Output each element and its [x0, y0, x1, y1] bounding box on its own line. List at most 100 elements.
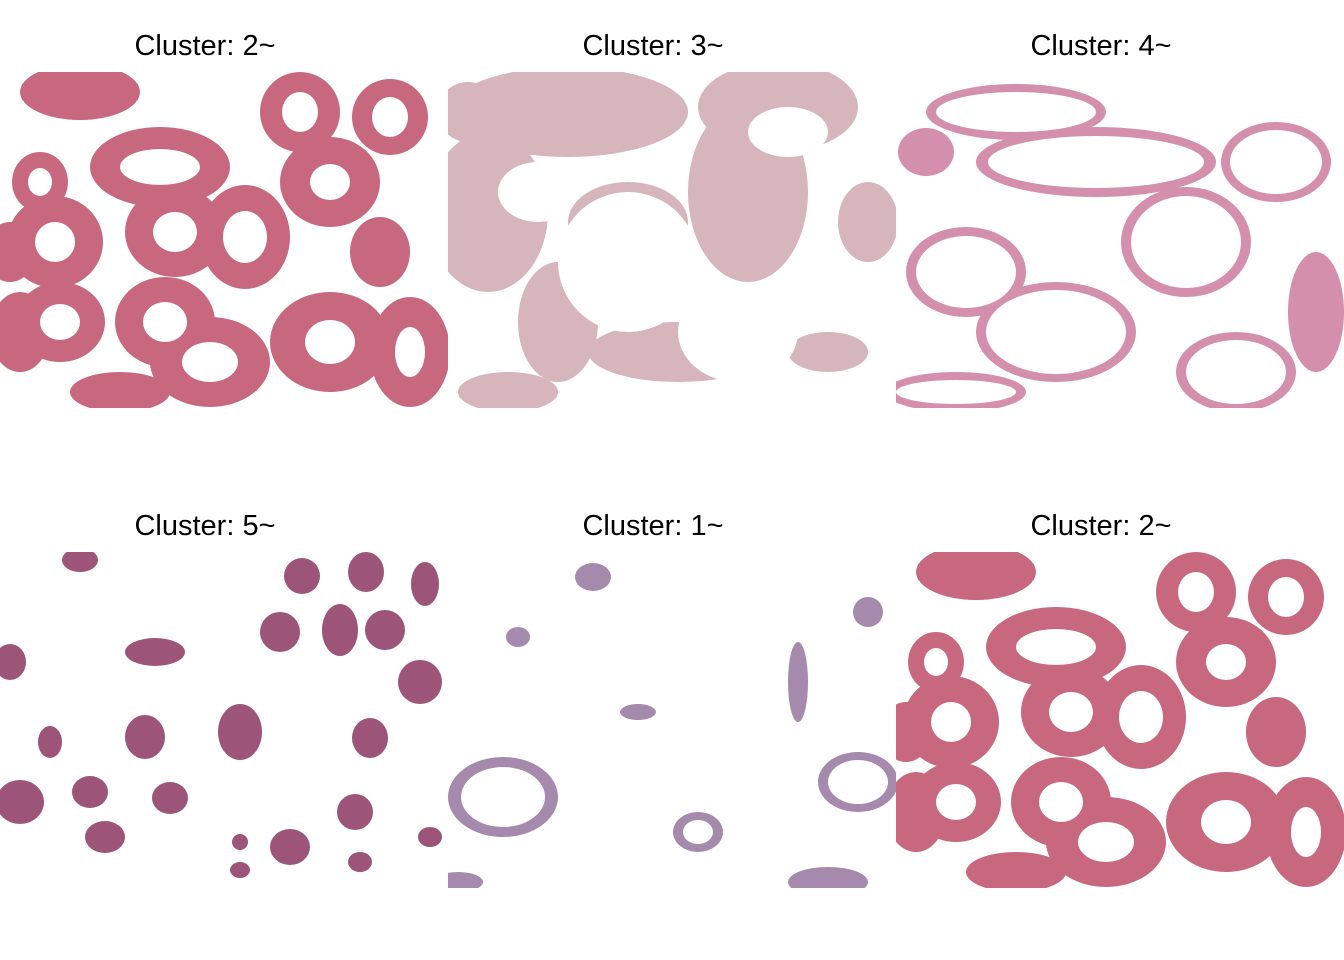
tissue-region — [337, 794, 373, 830]
tissue-region — [853, 597, 883, 627]
lumen-region — [1230, 130, 1322, 194]
cluster-panel: Cluster: 5~ — [0, 480, 448, 960]
lumen-region — [40, 304, 80, 340]
tissue-region — [966, 852, 1066, 888]
tissue-region — [152, 782, 188, 814]
lumen-region — [988, 136, 1204, 188]
lumen-region — [1178, 572, 1214, 612]
cluster-mask-image — [896, 72, 1344, 408]
panel-title: Cluster: 5~ — [134, 510, 276, 542]
panel-title: Cluster: 3~ — [582, 30, 724, 62]
tissue-region — [896, 772, 946, 852]
lumen-region — [182, 342, 238, 382]
tissue-region — [0, 222, 35, 282]
tissue-region — [284, 558, 320, 594]
mask-svg — [0, 72, 448, 408]
tissue-region — [322, 604, 358, 656]
lumen-region — [1186, 340, 1286, 404]
lumen-region — [282, 92, 318, 132]
tissue-region — [0, 644, 26, 680]
panel-title: Cluster: 1~ — [582, 510, 724, 542]
tissue-region — [230, 862, 250, 878]
lumen-region — [28, 168, 52, 196]
tissue-region — [20, 72, 140, 120]
tissue-region — [365, 610, 405, 650]
tissue-region — [838, 182, 896, 262]
lumen-region — [678, 282, 798, 382]
lumen-region — [1201, 800, 1251, 844]
cluster-panel: Cluster: 1~ — [448, 480, 896, 960]
tissue-region — [448, 872, 483, 888]
tissue-region — [0, 780, 44, 824]
tissue-region — [788, 642, 808, 722]
lumen-region — [1049, 692, 1093, 732]
lumen-region — [153, 212, 197, 252]
panel-title: Cluster: 2~ — [134, 30, 276, 62]
lumen-region — [828, 760, 888, 804]
tissue-region — [458, 372, 558, 408]
mask-svg — [896, 72, 1344, 408]
tissue-region — [898, 128, 954, 176]
tissue-region — [62, 552, 98, 572]
tissue-region — [418, 827, 442, 847]
cluster-panel: Cluster: 4~ — [896, 0, 1344, 480]
lumen-region — [748, 107, 828, 157]
lumen-region — [120, 149, 200, 185]
lumen-region — [498, 162, 578, 222]
tissue-region — [620, 704, 656, 720]
cluster-mask-image — [448, 552, 896, 888]
cluster-panel: Cluster: 3~ — [448, 0, 896, 480]
cluster-panel: Cluster: 2~ — [0, 0, 448, 480]
lumen-region — [936, 784, 976, 820]
tissue-region — [348, 852, 372, 872]
tissue-region — [506, 627, 530, 647]
lumen-region — [310, 164, 350, 200]
tissue-region — [788, 867, 868, 888]
tissue-region — [448, 72, 688, 157]
tissue-region — [0, 292, 50, 372]
mask-svg — [448, 72, 896, 408]
tissue-region — [232, 834, 248, 850]
lumen-region — [936, 92, 1096, 132]
tissue-region — [70, 372, 170, 408]
tissue-region — [350, 217, 410, 287]
lumen-region — [1268, 577, 1304, 617]
lumen-region — [1291, 807, 1321, 857]
lumen-region — [896, 380, 1016, 404]
tissue-region — [218, 704, 262, 760]
tissue-region — [575, 563, 611, 591]
mask-background — [448, 552, 896, 888]
lumen-region — [931, 702, 971, 742]
tissue-region — [38, 726, 62, 758]
lumen-region — [461, 767, 545, 827]
lumen-region — [986, 290, 1126, 374]
cluster-mask-image — [448, 72, 896, 408]
lumen-region — [223, 211, 267, 263]
lumen-region — [305, 320, 355, 364]
lumen-region — [558, 192, 698, 332]
lumen-region — [35, 222, 75, 262]
lumen-region — [1016, 629, 1096, 665]
lumen-region — [1131, 196, 1241, 288]
tissue-region — [448, 82, 498, 142]
lumen-region — [916, 236, 1016, 308]
tissue-region — [125, 715, 165, 759]
lumen-region — [683, 820, 713, 844]
cluster-mask-image — [0, 72, 448, 408]
tissue-region — [352, 718, 388, 758]
tissue-region — [72, 776, 108, 808]
mask-svg — [448, 552, 896, 888]
panel-title: Cluster: 4~ — [1030, 30, 1172, 62]
cluster-mask-image — [896, 552, 1344, 888]
lumen-region — [1206, 644, 1246, 680]
lumen-region — [372, 97, 408, 137]
lumen-region — [924, 648, 948, 676]
tissue-region — [916, 552, 1036, 600]
tissue-region — [270, 829, 310, 865]
tissue-region — [896, 702, 931, 762]
tissue-region — [1288, 252, 1344, 372]
lumen-region — [1078, 822, 1134, 862]
tissue-region — [85, 821, 125, 853]
mask-svg — [896, 552, 1344, 888]
tissue-region — [1246, 697, 1306, 767]
